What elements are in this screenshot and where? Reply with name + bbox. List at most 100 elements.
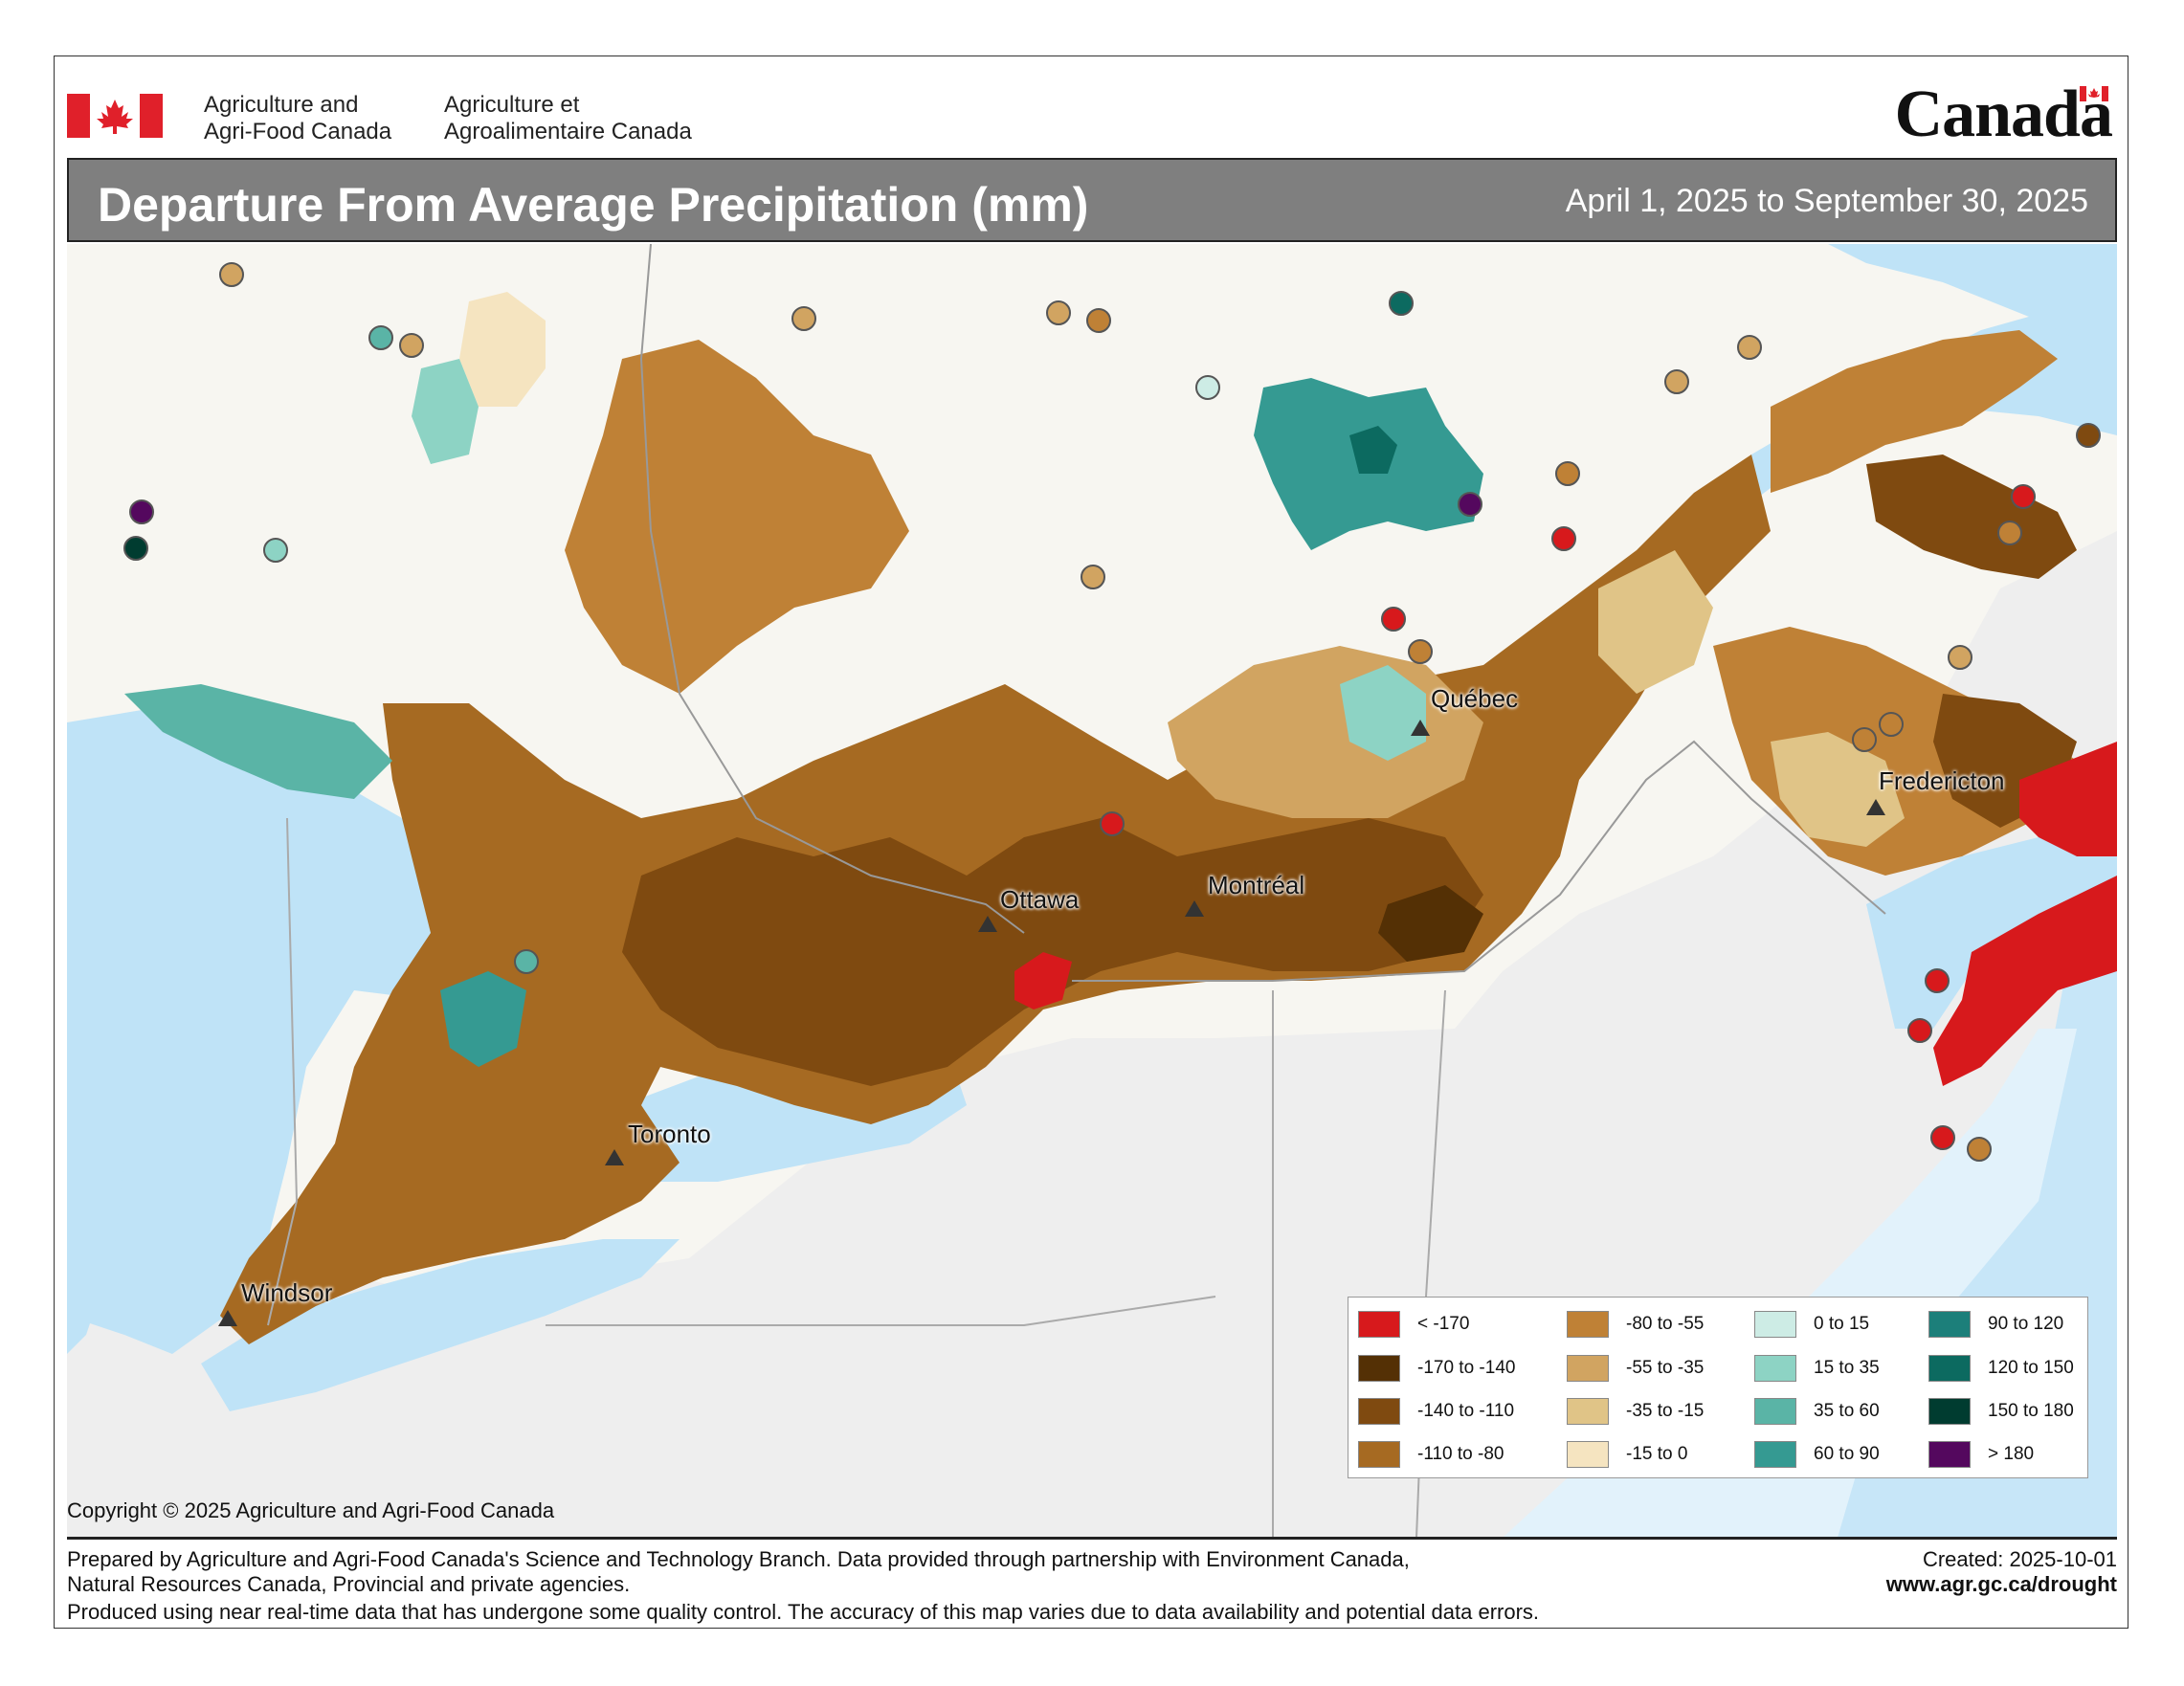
- legend-item: < -170: [1358, 1309, 1521, 1338]
- precip-zone-80-55-gaspe: [1771, 330, 2058, 493]
- station-dot: [1086, 308, 1111, 333]
- map-title: Departure From Average Precipitation (mm…: [98, 178, 1089, 232]
- precip-zone-80-55: [565, 340, 909, 694]
- legend-swatch: [1567, 1398, 1609, 1425]
- precip-zone-less-170-ns-south: [1933, 876, 2117, 1086]
- station-dot: [123, 536, 148, 561]
- station-dot: [399, 333, 424, 358]
- us-canada-border: [1072, 740, 1886, 982]
- city-marker-montreal: [1185, 900, 1204, 917]
- station-dot: [2076, 423, 2101, 448]
- station-dot: [1381, 607, 1406, 632]
- precip-zone-15-35-quebec: [1340, 665, 1426, 761]
- station-dot: [1930, 1125, 1955, 1150]
- station-dot: [129, 499, 154, 524]
- legend-label: -35 to -15: [1626, 1401, 1705, 1421]
- precip-zone-170-140: [1378, 885, 1483, 962]
- station-dot: [263, 538, 288, 563]
- legend-item: 60 to 90: [1754, 1439, 1917, 1468]
- dept-en-line2: Agri-Food Canada: [204, 119, 392, 144]
- legend-swatch: [1358, 1355, 1400, 1382]
- precip-zone-35-60-huron: [440, 971, 526, 1067]
- dept-fr-line2: Agroalimentaire Canada: [444, 119, 692, 144]
- legend-label: 120 to 150: [1988, 1358, 2074, 1378]
- legend-item: -110 to -80: [1358, 1439, 1521, 1468]
- precip-zone-0-15-north: [459, 292, 546, 407]
- precip-zone-140-110-gaspe: [1866, 455, 2077, 579]
- state-border-3: [546, 1296, 1216, 1326]
- footer-line-1: Prepared by Agriculture and Agri-Food Ca…: [67, 1547, 1410, 1571]
- legend-item: 120 to 150: [1928, 1353, 2091, 1382]
- station-dot: [219, 262, 244, 287]
- lake-huron: [67, 703, 450, 1354]
- station-dot: [1195, 375, 1220, 400]
- legend-swatch: [1928, 1441, 1971, 1468]
- precip-zone-120-150: [1349, 426, 1397, 474]
- legend-item: -35 to -15: [1567, 1396, 1729, 1425]
- legend-item: -170 to -140: [1358, 1353, 1521, 1382]
- state-border-4: [267, 817, 299, 1326]
- station-dot: [1555, 461, 1580, 486]
- city-label-ottawa: Ottawa: [1000, 885, 1080, 914]
- wordmark-text: Canada: [1894, 78, 2113, 151]
- precip-zone-35-15-nb: [1771, 732, 1905, 847]
- station-dot: [1948, 645, 1972, 670]
- city-marker-ottawa: [978, 916, 997, 932]
- legend-label: -15 to 0: [1626, 1444, 1688, 1464]
- legend-label: 60 to 90: [1814, 1444, 1880, 1464]
- legend-swatch: [1928, 1398, 1971, 1425]
- legend-label: -55 to -35: [1626, 1358, 1705, 1378]
- city-marker-fredericton: [1866, 799, 1885, 815]
- legend-label: 35 to 60: [1814, 1401, 1880, 1421]
- station-dot: [368, 325, 393, 350]
- legend-item: > 180: [1928, 1439, 2091, 1468]
- station-dot: [1907, 1018, 1932, 1043]
- legend-swatch: [1358, 1441, 1400, 1468]
- lake-erie: [201, 1239, 680, 1411]
- footer-divider: [67, 1537, 2117, 1540]
- legend-swatch: [1754, 1398, 1796, 1425]
- lake-michigan: [67, 1086, 124, 1354]
- city-label-toronto: Toronto: [628, 1120, 711, 1148]
- station-dot: [1737, 335, 1762, 360]
- station-dot: [1879, 712, 1904, 737]
- legend-label: 0 to 15: [1814, 1314, 1870, 1334]
- city-marker-toronto: [605, 1149, 624, 1165]
- city-label-fredericton: Fredericton: [1879, 766, 2005, 795]
- station-dot: [1925, 968, 1950, 993]
- legend-swatch: [1358, 1398, 1400, 1425]
- precip-zone-less-170-ottawa: [1014, 952, 1072, 1009]
- city-label-montreal: Montréal: [1208, 871, 1305, 899]
- station-dot: [1389, 291, 1414, 316]
- legend-label: -80 to -55: [1626, 1314, 1705, 1334]
- station-dot: [1100, 811, 1125, 836]
- station-dot: [1081, 565, 1105, 589]
- drought-url-link[interactable]: www.agr.gc.ca/drought: [1885, 1572, 2117, 1596]
- legend-swatch: [1928, 1311, 1971, 1338]
- legend-item: -80 to -55: [1567, 1309, 1729, 1338]
- legend: < -170 -170 to -140 -140 to -110 -110 to -8…: [1348, 1297, 2088, 1478]
- legend-item: -140 to -110: [1358, 1396, 1521, 1425]
- station-dot: [1967, 1137, 1992, 1162]
- legend-label: 90 to 120: [1988, 1314, 2064, 1334]
- legend-label: -140 to -110: [1417, 1401, 1515, 1421]
- gulf-st-lawrence: [1828, 244, 2117, 359]
- legend-label: -170 to -140: [1417, 1358, 1516, 1378]
- legend-label: 150 to 180: [1988, 1401, 2074, 1421]
- legend-swatch: [1928, 1355, 1971, 1382]
- station-dot: [1852, 727, 1877, 752]
- precip-zone-35-60-manitoulin: [124, 684, 392, 799]
- legend-label: > 180: [1988, 1444, 2035, 1464]
- station-dot: [1408, 639, 1433, 664]
- city-label-windsor: Windsor: [241, 1278, 333, 1307]
- station-dot: [1458, 492, 1482, 517]
- dept-en-line1: Agriculture and: [204, 92, 359, 118]
- station-dot: [1551, 526, 1576, 551]
- station-dot: [2011, 484, 2036, 509]
- station-dot: [1046, 300, 1071, 325]
- station-dot: [1997, 521, 2022, 545]
- dept-fr-line1: Agriculture et: [444, 92, 580, 118]
- footer-line-2: Natural Resources Canada, Provincial and…: [67, 1572, 631, 1596]
- provincial-border: [639, 244, 1025, 934]
- map-frame: [54, 55, 2128, 1629]
